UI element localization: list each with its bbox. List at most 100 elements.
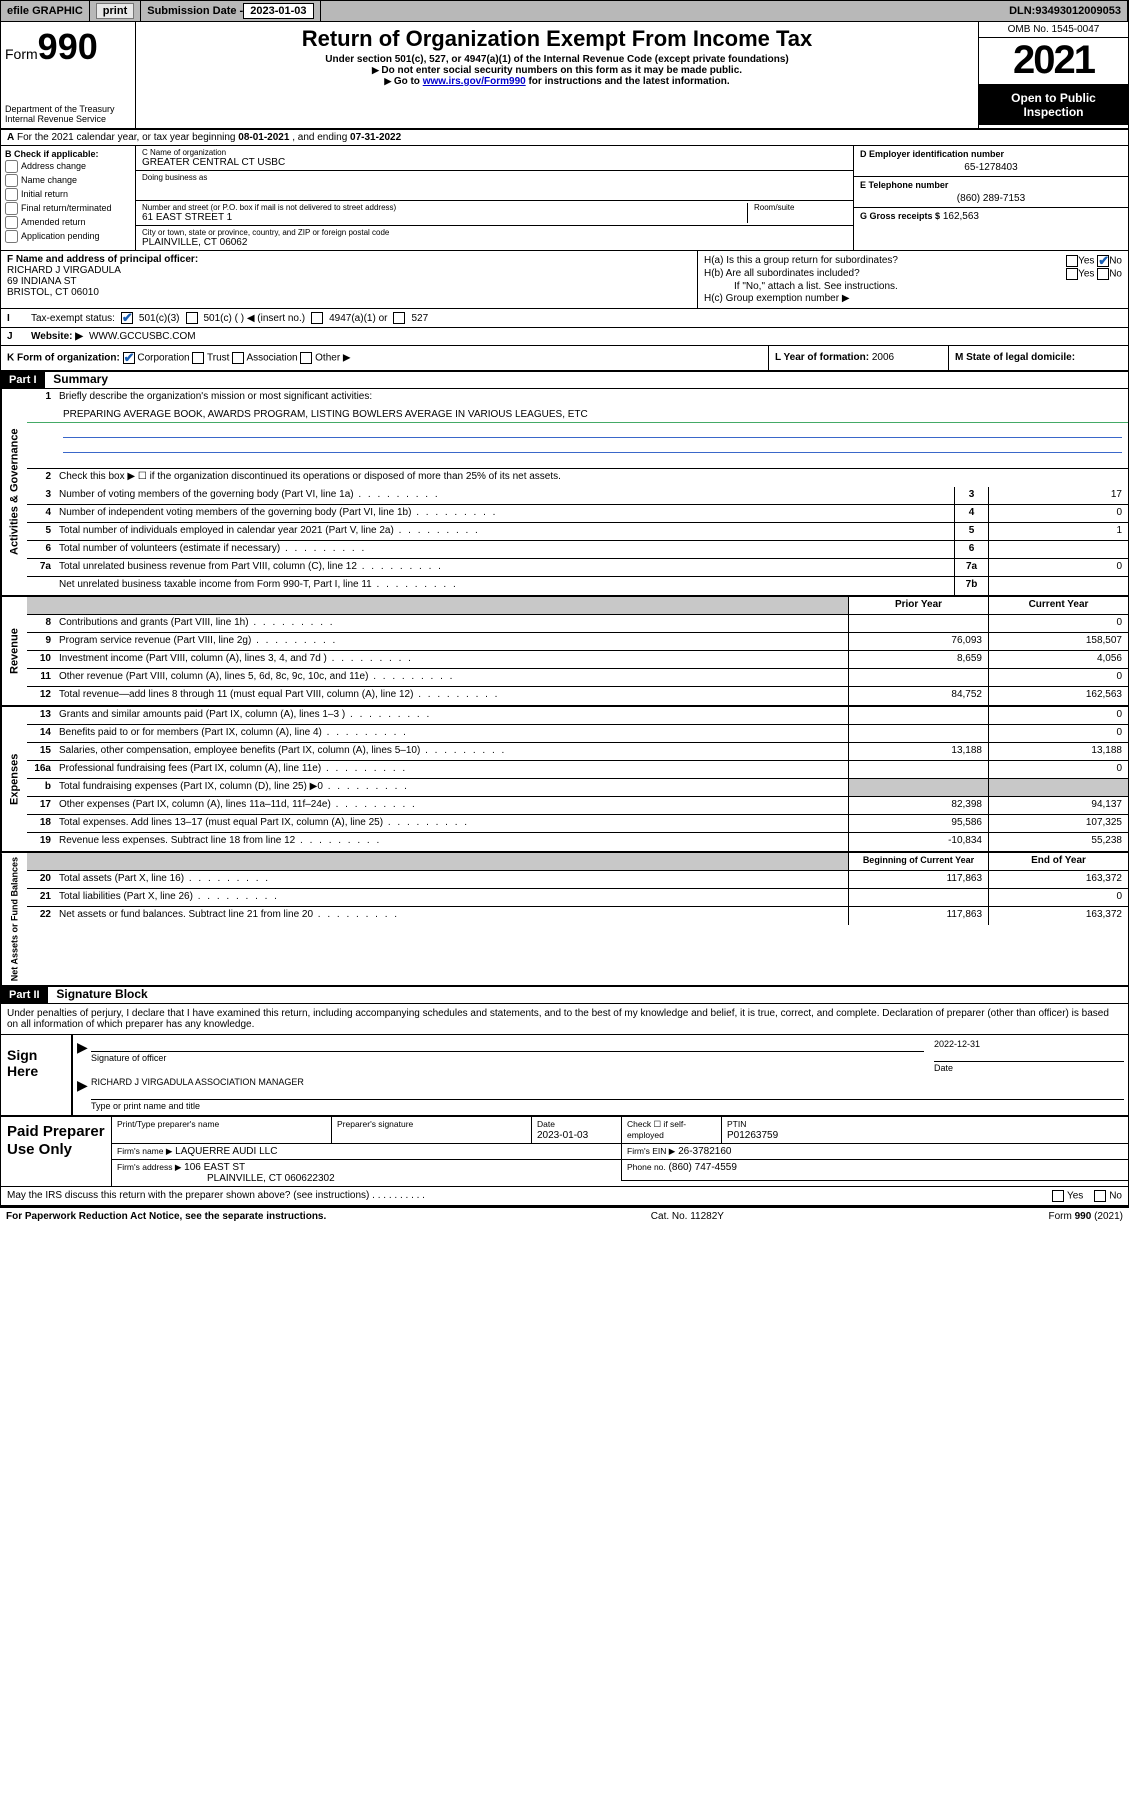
- line-text: Total assets (Part X, line 16): [55, 871, 848, 888]
- ein-value: 65-1278403: [860, 162, 1122, 173]
- gross-label: G Gross receipts $: [860, 211, 940, 221]
- current-val: 163,372: [988, 907, 1128, 925]
- chk-name-change[interactable]: Name change: [5, 174, 131, 187]
- line-num: 13: [27, 707, 55, 724]
- footer-cat: Cat. No. 11282Y: [651, 1211, 724, 1222]
- col-deg: D Employer identification number 65-1278…: [853, 146, 1128, 250]
- phone-label: E Telephone number: [860, 180, 1122, 190]
- year-begin: 08-01-2021: [238, 132, 289, 143]
- prep-date: 2023-01-03: [537, 1130, 588, 1141]
- col-m: M State of legal domicile:: [948, 346, 1128, 370]
- line4-val: 0: [988, 505, 1128, 522]
- k-trust-checkbox[interactable]: [192, 352, 204, 364]
- ein-row: D Employer identification number 65-1278…: [854, 146, 1128, 177]
- street-row: Number and street (or P.O. box if mail i…: [136, 201, 853, 226]
- line4-text: Number of independent voting members of …: [55, 505, 954, 522]
- part-i-title: Summary: [47, 372, 108, 386]
- line-text: Grants and similar amounts paid (Part IX…: [55, 707, 848, 724]
- may-no: No: [1109, 1191, 1122, 1202]
- prior-val: 84,752: [848, 687, 988, 705]
- hb-no-checkbox[interactable]: [1097, 268, 1109, 280]
- footer-left: For Paperwork Reduction Act Notice, see …: [6, 1211, 326, 1222]
- hc-label: H(c) Group exemption number ▶: [704, 293, 850, 304]
- prior-val: -10,834: [848, 833, 988, 851]
- line-text: Total expenses. Add lines 13–17 (must eq…: [55, 815, 848, 832]
- may-no-checkbox[interactable]: [1094, 1190, 1106, 1202]
- line3-val: 17: [988, 487, 1128, 504]
- i-501c-checkbox[interactable]: [186, 312, 198, 324]
- goto-pre: Go to: [394, 76, 423, 87]
- line1-label: Briefly describe the organization's miss…: [55, 389, 1128, 407]
- gross-row: G Gross receipts $ 162,563: [854, 208, 1128, 250]
- section-net-assets: Net Assets or Fund Balances Beginning of…: [1, 853, 1128, 987]
- prior-val: 82,398: [848, 797, 988, 814]
- chk-amended-return[interactable]: Amended return: [5, 216, 131, 229]
- may-yes-checkbox[interactable]: [1052, 1190, 1064, 1202]
- row-klm: K Form of organization: Corporation Trus…: [1, 346, 1128, 372]
- paid-preparer-label: Paid Preparer Use Only: [1, 1117, 111, 1186]
- officer-printed-name: RICHARD J VIRGADULA ASSOCIATION MANAGER: [91, 1077, 1124, 1087]
- i-501c3-checkbox[interactable]: [121, 312, 133, 324]
- hb-yes-checkbox[interactable]: [1066, 268, 1078, 280]
- k-other-checkbox[interactable]: [300, 352, 312, 364]
- line-text: Salaries, other compensation, employee b…: [55, 743, 848, 760]
- current-val: 94,137: [988, 797, 1128, 814]
- chk-application-pending[interactable]: Application pending: [5, 230, 131, 243]
- top-strip: efile GRAPHIC print Submission Date - 20…: [0, 0, 1129, 22]
- prior-val: 76,093: [848, 633, 988, 650]
- arrow-icon: ▶: [77, 1077, 91, 1111]
- prior-val: 13,188: [848, 743, 988, 760]
- ein-label: D Employer identification number: [860, 149, 1122, 159]
- line-num: 9: [27, 633, 55, 650]
- table-row: 15Salaries, other compensation, employee…: [27, 743, 1128, 761]
- firm-addr1: 106 EAST ST: [184, 1162, 245, 1173]
- firm-phone-label: Phone no.: [627, 1162, 666, 1172]
- table-row: 13Grants and similar amounts paid (Part …: [27, 707, 1128, 725]
- ha-no-checkbox[interactable]: [1097, 255, 1109, 267]
- chk-initial-return[interactable]: Initial return: [5, 188, 131, 201]
- phone-row: E Telephone number (860) 289-7153: [854, 177, 1128, 208]
- paid-preparer-table: Print/Type preparer's name Preparer's si…: [111, 1117, 1128, 1186]
- irs-link[interactable]: www.irs.gov/Form990: [423, 76, 526, 87]
- line-text: Professional fundraising fees (Part IX, …: [55, 761, 848, 778]
- form-subtitle-3: Go to www.irs.gov/Form990 for instructio…: [142, 76, 972, 87]
- form-number-cell: Form990 Department of the Treasury Inter…: [1, 22, 136, 128]
- k-assoc-checkbox[interactable]: [232, 352, 244, 364]
- i-527-checkbox[interactable]: [393, 312, 405, 324]
- current-val: 0: [988, 615, 1128, 632]
- org-name: GREATER CENTRAL CT USBC: [142, 157, 847, 168]
- firm-ein-label: Firm's EIN ▶: [627, 1146, 675, 1156]
- form-subtitle-2: Do not enter social security numbers on …: [142, 65, 972, 76]
- i-501c3: 501(c)(3): [139, 313, 180, 324]
- col-c: C Name of organization GREATER CENTRAL C…: [136, 146, 853, 250]
- current-val: 13,188: [988, 743, 1128, 760]
- side-net-assets: Net Assets or Fund Balances: [1, 853, 27, 985]
- ha-yes-checkbox[interactable]: [1066, 255, 1078, 267]
- prior-val: [848, 707, 988, 724]
- line-num: b: [27, 779, 55, 796]
- print-button[interactable]: print: [96, 3, 134, 19]
- line-num: 20: [27, 871, 55, 888]
- i-4947-checkbox[interactable]: [311, 312, 323, 324]
- firm-name-label: Firm's name ▶: [117, 1146, 172, 1156]
- i-501c: 501(c) ( ) ◀ (insert no.): [204, 313, 306, 324]
- year-formation: 2006: [872, 352, 894, 363]
- line3-text: Number of voting members of the governin…: [55, 487, 954, 504]
- chk-final-return[interactable]: Final return/terminated: [5, 202, 131, 215]
- sign-here-label: Sign Here: [1, 1035, 71, 1115]
- chk-address-change[interactable]: Address change: [5, 160, 131, 173]
- ha-no: No: [1109, 256, 1122, 267]
- ptin-label: PTIN: [727, 1119, 746, 1129]
- prior-val: [848, 761, 988, 778]
- part-ii-title: Signature Block: [50, 987, 147, 1001]
- k-corp-checkbox[interactable]: [123, 352, 135, 364]
- block-bcdeg: B Check if applicable: Address change Na…: [1, 146, 1128, 251]
- mission-text: PREPARING AVERAGE BOOK, AWARDS PROGRAM, …: [27, 407, 1128, 423]
- col-h: H(a) Is this a group return for subordin…: [698, 251, 1128, 308]
- l-label: L Year of formation:: [775, 352, 869, 363]
- side-revenue: Revenue: [1, 597, 27, 705]
- current-val: 0: [988, 669, 1128, 686]
- row-a-text2: , and ending: [292, 132, 350, 143]
- firm-addr2: PLAINVILLE, CT 060622302: [117, 1173, 335, 1184]
- mission-blank-lines: [27, 423, 1128, 469]
